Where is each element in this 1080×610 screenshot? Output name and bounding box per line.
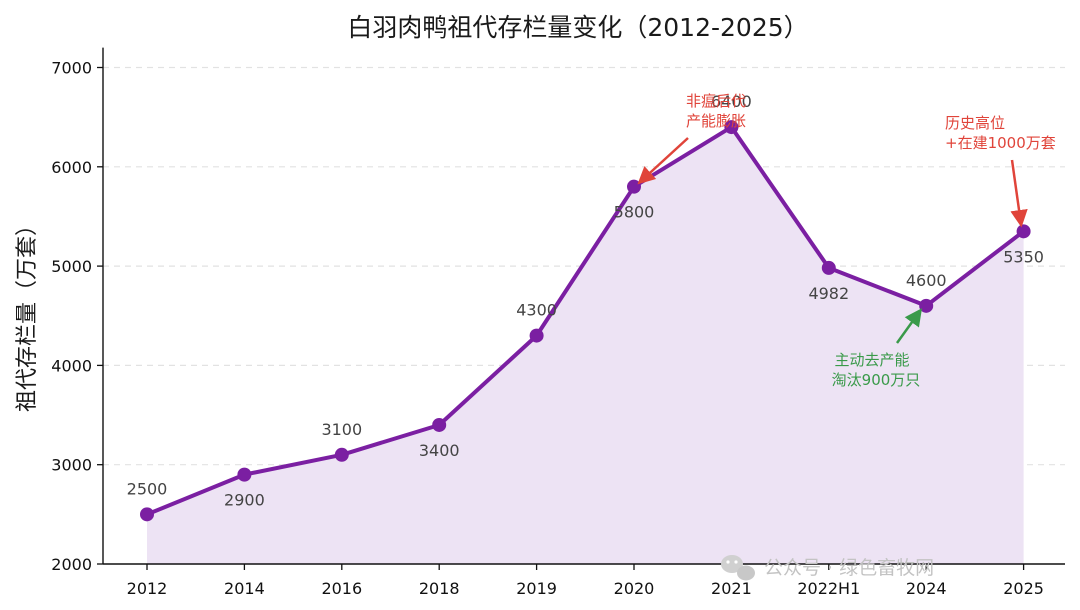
axes: [102, 47, 1065, 565]
annotation-2021-line-1: 非瘟后代: [686, 92, 746, 110]
x-tick-label-2022H1: 2022H1: [797, 579, 860, 598]
annotation-2021: 非瘟后代 产能膨胀: [637, 92, 746, 185]
x-tick-label-2014: 2014: [224, 579, 265, 598]
data-label-2024: 4600: [906, 271, 947, 290]
data-label-2022H1: 4982: [808, 284, 849, 303]
annotation-2025-line-1: 历史高位: [945, 114, 1005, 132]
data-label-2021: 6400: [711, 92, 752, 111]
annotation-2025-arrow: [1010, 159, 1028, 228]
annotation-2021-line-2: 产能膨胀: [686, 112, 746, 130]
data-label-2020: 5800: [614, 203, 655, 222]
data-label-2012: 2500: [127, 479, 168, 498]
wechat-icon: [721, 555, 755, 581]
data-point-2018: [432, 417, 447, 432]
y-tick-label-6000: 6000: [51, 158, 92, 177]
y-tick-label-2000: 2000: [51, 555, 92, 574]
y-tick-label-3000: 3000: [51, 456, 92, 475]
annotation-2024: 主动去产能 淘汰900万只: [832, 308, 923, 389]
x-tick-label-2019: 2019: [516, 579, 557, 598]
y-tick-label-5000: 5000: [51, 257, 92, 276]
x-tick-label-2024: 2024: [906, 579, 947, 598]
annotation-2021-arrow: [637, 137, 689, 185]
chart-title: 白羽肉鸭祖代存栏量变化（2012-2025）: [347, 13, 808, 42]
annotation-2024-line-1: 主动去产能: [834, 351, 909, 369]
x-tick-label-2025: 2025: [1003, 579, 1044, 598]
y-tick-labels: 2000 3000 4000 5000 6000 7000: [51, 59, 103, 574]
x-tick-label-2020: 2020: [614, 579, 655, 598]
annotation-2024-line-2: 淘汰900万只: [832, 371, 921, 389]
watermark: 公众号 · 绿色畜牧网: [721, 555, 934, 581]
data-point-2020: [627, 179, 641, 194]
watermark-text: 公众号 · 绿色畜牧网: [764, 557, 934, 579]
series-line: [145, 125, 1026, 517]
x-tick-label-2016: 2016: [321, 579, 362, 598]
data-point-2016: [334, 447, 349, 462]
data-point-2014: [237, 467, 252, 482]
data-point-2024: [919, 298, 934, 313]
data-label-2018: 3400: [419, 441, 460, 460]
y-tick-label-7000: 7000: [51, 59, 92, 78]
x-tick-labels: 2012 2014 2016 2018 2019 2020 2021 2022H1 2024 20…: [127, 564, 1044, 598]
annotation-2025: 历史高位 +在建1000万套: [945, 114, 1056, 228]
data-point-2022H1: [821, 260, 836, 275]
data-point-2019: [529, 328, 544, 343]
data-label-2014: 2900: [224, 491, 265, 510]
y-axis-label: 祖代存栏量（万套）: [15, 214, 40, 412]
x-tick-label-2012: 2012: [127, 579, 168, 598]
x-tick-label-2018: 2018: [419, 579, 460, 598]
annotation-2025-line-2: +在建1000万套: [945, 134, 1056, 152]
annotation-2024-arrow: [895, 308, 923, 344]
data-labels: 2500 2900 3100 3400 4300 5800 6400 4982 4600 5350: [127, 92, 1044, 510]
area-fill: [147, 127, 1024, 564]
data-point-2012: [140, 507, 154, 522]
data-point-2025: [1016, 224, 1031, 239]
data-label-2025: 5350: [1003, 247, 1044, 266]
data-label-2016: 3100: [321, 420, 362, 439]
x-tick-label-2021: 2021: [711, 579, 752, 598]
y-tick-label-4000: 4000: [51, 356, 92, 375]
data-point-2021: [724, 120, 739, 135]
data-label-2019: 4300: [516, 301, 557, 320]
